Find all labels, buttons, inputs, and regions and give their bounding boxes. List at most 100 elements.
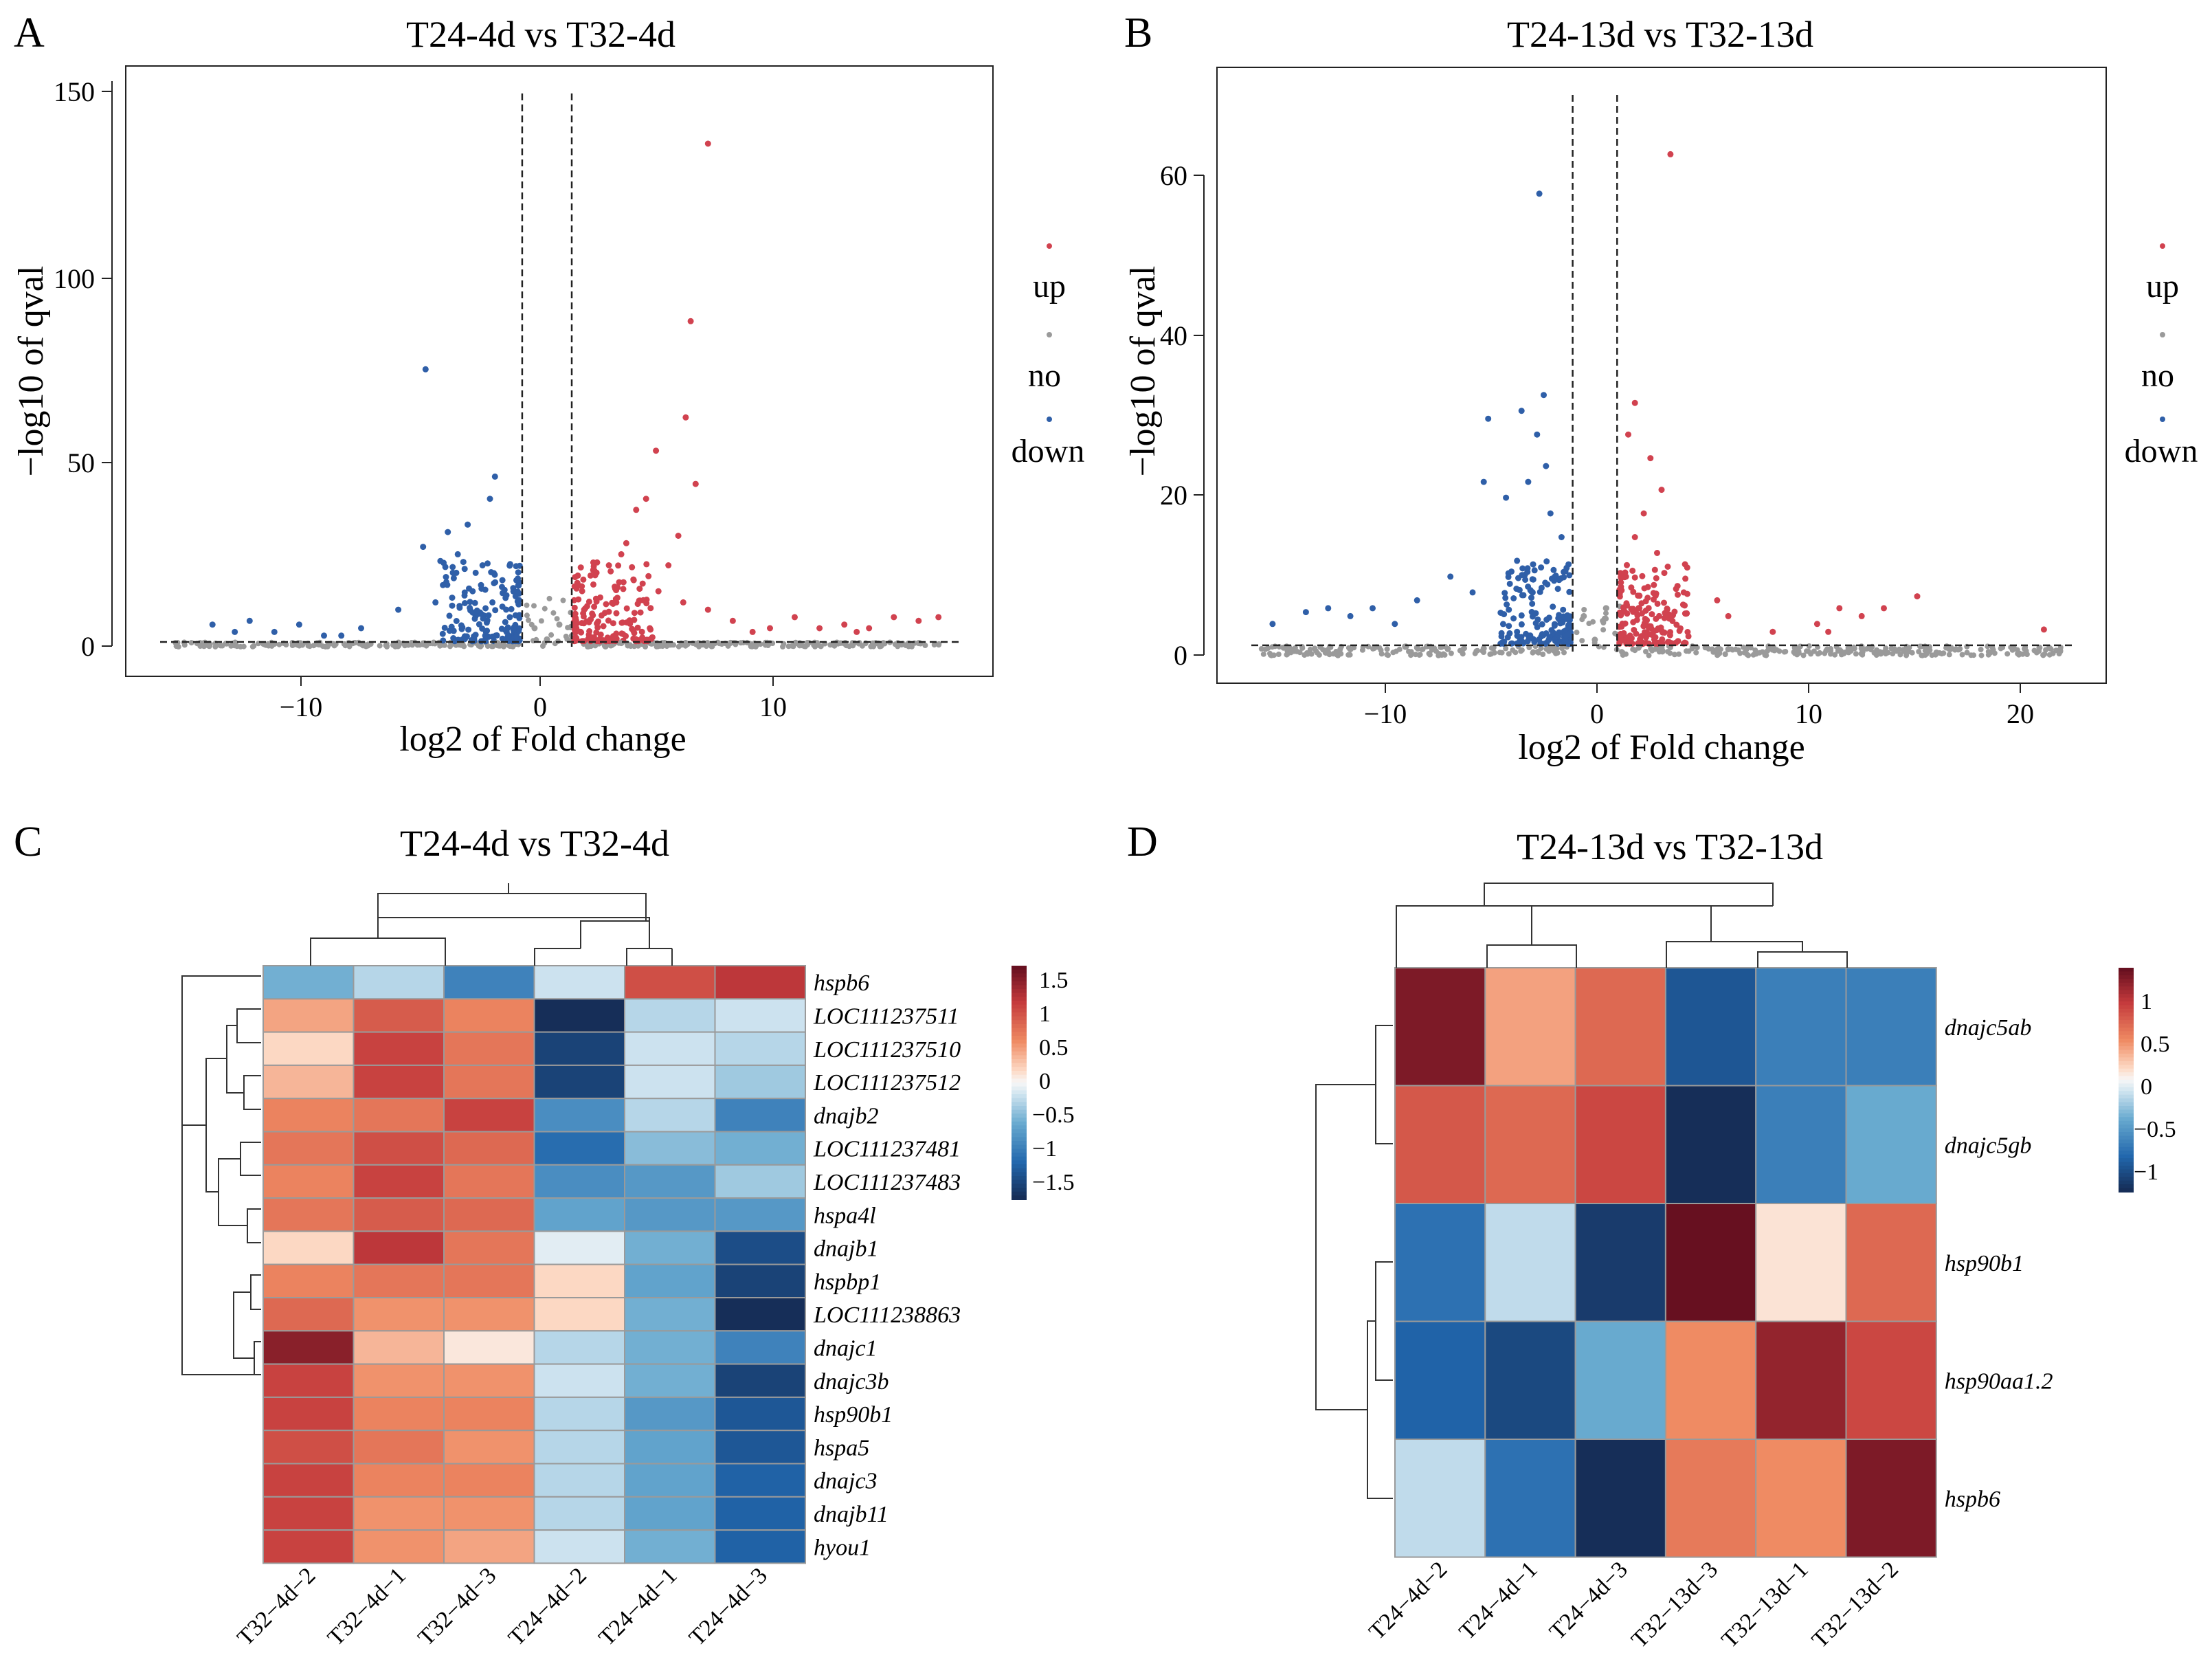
up-point (1649, 611, 1655, 618)
heatmap-cell (1484, 967, 1576, 1087)
no-point (931, 642, 937, 648)
no-point (541, 606, 548, 612)
down-point (1516, 586, 1523, 593)
up-point (637, 609, 644, 616)
up-point (1622, 569, 1629, 576)
no-point (1580, 612, 1587, 619)
up-point (792, 614, 798, 621)
no-point (478, 643, 484, 650)
no-point (1710, 649, 1717, 655)
heatmap-cell (443, 1496, 535, 1531)
down-point (1504, 601, 1510, 608)
heatmap-cell (353, 1164, 445, 1199)
up-point (647, 605, 654, 612)
no-point (675, 643, 682, 650)
no-point (1307, 646, 1313, 652)
heatmap-cell (533, 1529, 625, 1564)
up-point (597, 594, 603, 601)
down-point (1537, 588, 1543, 595)
up-point (1769, 628, 1776, 635)
heatmap-cell (1755, 1320, 1847, 1440)
up-point (609, 599, 616, 606)
up-point (643, 600, 650, 607)
down-point (450, 575, 457, 581)
up-point (1650, 596, 1657, 603)
down-point (514, 598, 521, 605)
legend-up-label: up (2146, 268, 2179, 304)
down-point (453, 618, 460, 624)
up-point (1655, 625, 1662, 632)
panel-d-colorbar-tick: −0.5 (2134, 1117, 2176, 1142)
heatmap-cell (624, 1098, 716, 1133)
heatmap-cell (353, 1396, 445, 1432)
colorbar-segment (1012, 1098, 1027, 1103)
no-point (489, 643, 495, 650)
up-point (623, 605, 630, 612)
up-point (596, 635, 603, 642)
no-point (1838, 648, 1844, 654)
colorbar-segment (1012, 1106, 1027, 1111)
colorbar-segment (1012, 1024, 1027, 1029)
colorbar-segment (1012, 1063, 1027, 1068)
heatmap-cell (1394, 1203, 1486, 1322)
colorbar-segment (1012, 1184, 1027, 1188)
colorbar-segment (1012, 1020, 1027, 1025)
no-point (544, 636, 550, 643)
no-point (1725, 646, 1732, 653)
up-point (841, 621, 848, 628)
heatmap-cell (624, 1330, 716, 1365)
no-point (1932, 652, 1939, 658)
colorbar-segment (1012, 997, 1027, 1001)
up-point (583, 603, 590, 610)
no-point (1745, 652, 1752, 658)
no-point (197, 640, 203, 647)
panel-b-xtick: 0 (1590, 698, 1604, 729)
column-label: T32−4d−3 (413, 1563, 501, 1651)
down-point (1530, 561, 1537, 568)
up-point (1651, 566, 1658, 573)
down-point (503, 626, 510, 633)
no-point (1822, 650, 1828, 656)
row-label: LOC111237481 (813, 1137, 961, 1162)
down-point (499, 603, 506, 610)
heatmap-cell (1574, 1320, 1666, 1440)
down-point (1525, 478, 1532, 485)
up-point (1651, 581, 1657, 588)
row-label: dnajc1 (814, 1335, 878, 1361)
colorbar-segment (1012, 1168, 1027, 1173)
up-point (1644, 584, 1651, 590)
down-point (442, 564, 449, 570)
no-point (431, 639, 437, 645)
column-label: T24−4d−3 (1545, 1557, 1633, 1645)
heatmap-cell (443, 1098, 535, 1133)
no-point (2004, 651, 2011, 657)
heatmap-cell (443, 1064, 535, 1100)
down-point (1506, 606, 1512, 613)
down-point (1525, 584, 1532, 590)
colorbar-segment (2119, 1072, 2134, 1077)
down-point (1532, 620, 1539, 627)
row-label: LOC111238863 (813, 1302, 961, 1328)
colorbar-segment (2119, 971, 2134, 976)
colorbar-segment (2119, 975, 2134, 980)
heatmap-cell (533, 1496, 625, 1531)
up-point (1642, 608, 1649, 614)
down-series (209, 366, 523, 645)
no-point (1619, 649, 1624, 655)
down-point (1545, 636, 1552, 643)
colorbar-segment (1012, 1032, 1027, 1036)
up-point (605, 562, 612, 568)
heatmap-cell (533, 1131, 625, 1166)
colorbar-segment (1012, 1188, 1027, 1193)
colorbar-segment (2119, 968, 2134, 973)
down-point (1547, 510, 1554, 517)
up-point (1661, 570, 1668, 577)
no-point (1922, 643, 1928, 650)
up-point (607, 568, 614, 575)
no-point (1322, 650, 1328, 656)
panel-a: A T24-4d vs T32-4d 0 50 100 150 −10 0 10… (12, 10, 1084, 759)
down-point (1518, 612, 1525, 619)
heatmap-cell (714, 1098, 806, 1133)
down-point (1499, 621, 1506, 628)
heatmap-cell (262, 1098, 355, 1133)
